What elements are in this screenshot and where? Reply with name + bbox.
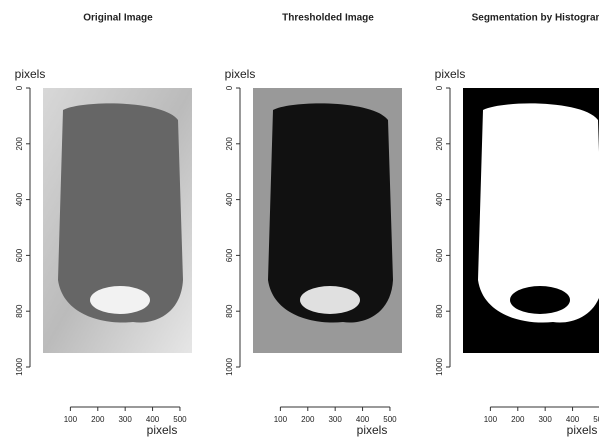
y-tick-label: 1000 <box>225 358 234 376</box>
x-tick-label: 500 <box>383 415 397 424</box>
y-tick-label: 400 <box>435 192 444 206</box>
image <box>253 88 402 353</box>
x-tick-label: 500 <box>173 415 187 424</box>
x-axis-label: pixels <box>147 423 178 437</box>
image-detail <box>510 286 570 314</box>
y-tick-label: 600 <box>15 248 24 262</box>
panel-title: Thresholded Image <box>282 13 374 24</box>
x-tick-label: 300 <box>538 415 552 424</box>
y-axis-label: pixels <box>225 67 256 81</box>
image <box>43 88 192 353</box>
x-tick-label: 300 <box>118 415 132 424</box>
y-tick-label: 200 <box>225 137 234 151</box>
y-tick-label: 800 <box>15 304 24 318</box>
y-tick-label: 600 <box>225 248 234 262</box>
y-axis-label: pixels <box>435 67 466 81</box>
x-tick-label: 100 <box>64 415 78 424</box>
y-tick-label: 200 <box>435 137 444 151</box>
y-tick-label: 0 <box>435 85 444 90</box>
y-tick-label: 0 <box>15 85 24 90</box>
y-tick-label: 0 <box>225 85 234 90</box>
x-tick-label: 300 <box>328 415 342 424</box>
x-tick-label: 100 <box>484 415 498 424</box>
x-tick-label: 200 <box>511 415 525 424</box>
y-tick-label: 1000 <box>15 358 24 376</box>
y-tick-label: 800 <box>225 304 234 318</box>
x-tick-label: 400 <box>356 415 370 424</box>
x-axis-label: pixels <box>567 423 598 437</box>
y-tick-label: 200 <box>15 137 24 151</box>
y-tick-label: 400 <box>225 192 234 206</box>
x-axis-label: pixels <box>357 423 388 437</box>
y-tick-label: 600 <box>435 248 444 262</box>
figure: Original Image pixels pixels 0 200 400 600 800 1… <box>0 0 599 437</box>
x-tick-label: 500 <box>593 415 599 424</box>
panel-title: Original Image <box>83 13 153 24</box>
y-tick-label: 800 <box>435 304 444 318</box>
image-detail <box>90 286 150 314</box>
image-detail <box>300 286 360 314</box>
panel-title: Segmentation by Histogram <box>472 13 599 24</box>
y-axis-label: pixels <box>15 67 46 81</box>
x-tick-label: 100 <box>274 415 288 424</box>
x-tick-label: 400 <box>566 415 580 424</box>
x-tick-label: 200 <box>91 415 105 424</box>
x-tick-label: 400 <box>146 415 160 424</box>
x-tick-label: 200 <box>301 415 315 424</box>
y-tick-label: 1000 <box>435 358 444 376</box>
y-tick-label: 400 <box>15 192 24 206</box>
image <box>463 88 599 353</box>
